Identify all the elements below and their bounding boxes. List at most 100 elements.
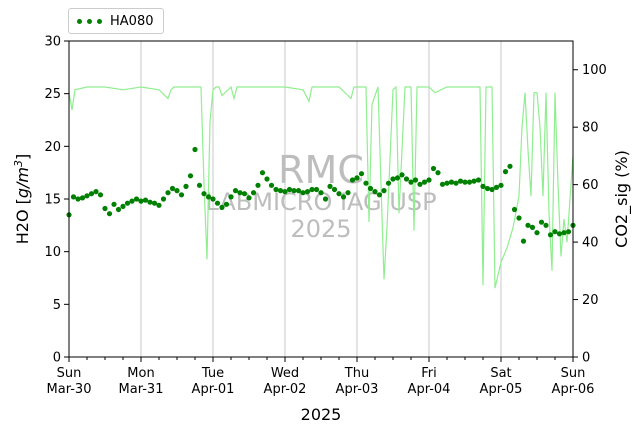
h2o-point bbox=[444, 180, 450, 186]
x-tick-day: Sat bbox=[490, 366, 511, 381]
y-left-tick-label: 25 bbox=[44, 87, 61, 102]
h2o-point bbox=[547, 232, 554, 238]
h2o-point bbox=[502, 169, 509, 175]
h2o-point bbox=[129, 198, 135, 204]
h2o-point bbox=[237, 190, 243, 196]
h2o-point bbox=[174, 188, 180, 194]
h2o-point bbox=[489, 186, 495, 193]
watermark-line-1: RMC bbox=[278, 148, 364, 192]
y-left-tick-label: 0 bbox=[53, 351, 61, 366]
y-left-axis: 0 5 10 15 20 25 30 bbox=[44, 35, 69, 366]
x-tick-day: Thu bbox=[344, 366, 369, 381]
h2o-point bbox=[205, 194, 212, 200]
h2o-point bbox=[183, 183, 189, 189]
x-tick-date: Apr-02 bbox=[264, 382, 307, 397]
h2o-point bbox=[273, 186, 279, 193]
h2o-point bbox=[340, 194, 347, 200]
x-tick-date: Apr-03 bbox=[336, 382, 379, 397]
y-right-tick-label: 60 bbox=[582, 178, 599, 193]
h2o-point bbox=[534, 230, 540, 236]
h2o-point bbox=[178, 192, 185, 198]
h2o-point bbox=[264, 176, 270, 182]
h2o-point bbox=[484, 185, 491, 192]
x-tick-label: Sun Mar-30 bbox=[47, 366, 92, 397]
h2o-point bbox=[349, 177, 356, 183]
y-right-tick-label: 80 bbox=[582, 121, 599, 136]
x-tick-date: Apr-04 bbox=[408, 382, 451, 397]
h2o-series bbox=[66, 146, 576, 244]
h2o-point bbox=[345, 190, 351, 196]
h2o-point bbox=[426, 177, 432, 183]
h2o-point bbox=[151, 200, 158, 206]
x-tick-label: Sun Apr-06 bbox=[552, 366, 595, 397]
watermark-line-3: 2025 bbox=[290, 215, 351, 243]
h2o-point bbox=[156, 202, 162, 208]
h2o-point bbox=[246, 195, 252, 201]
h2o-point bbox=[232, 188, 239, 194]
h2o-point bbox=[192, 146, 198, 153]
y-left-tick-label: 20 bbox=[44, 140, 61, 155]
h2o-point bbox=[169, 185, 176, 192]
h2o-point bbox=[327, 183, 333, 189]
h2o-point bbox=[385, 180, 392, 186]
h2o-point bbox=[295, 188, 302, 194]
h2o-point bbox=[543, 222, 549, 228]
h2o-point bbox=[561, 230, 567, 236]
h2o-point bbox=[381, 188, 387, 194]
h2o-point bbox=[147, 199, 153, 205]
y-left-tick-label: 5 bbox=[53, 298, 61, 313]
h2o-point bbox=[255, 182, 261, 188]
h2o-point bbox=[120, 203, 126, 209]
co2-series bbox=[68, 85, 574, 289]
h2o-point bbox=[417, 181, 423, 187]
h2o-point bbox=[133, 196, 140, 202]
h2o-point bbox=[97, 192, 104, 198]
y-right-tick-label: 100 bbox=[582, 63, 607, 78]
h2o-point bbox=[408, 179, 414, 185]
h2o-point bbox=[142, 197, 149, 203]
legend-marker-dots bbox=[77, 18, 102, 24]
h2o-point bbox=[70, 194, 77, 200]
x-tick-label: Wed Apr-02 bbox=[264, 366, 307, 397]
y-right-axis: 0 20 40 60 80 100 bbox=[573, 63, 607, 366]
h2o-point bbox=[511, 206, 518, 213]
h2o-point bbox=[214, 200, 221, 206]
h2o-point bbox=[376, 192, 383, 198]
h2o-point bbox=[124, 200, 131, 206]
x-tick-date: Mar-30 bbox=[47, 382, 92, 397]
h2o-point bbox=[372, 189, 378, 195]
x-tick-day: Sun bbox=[57, 366, 82, 381]
y-left-title-unit: g/m bbox=[13, 167, 32, 198]
h2o-point bbox=[322, 196, 329, 202]
y-right-axis-title: CO2_sig (%) bbox=[612, 150, 632, 248]
h2o-point bbox=[453, 180, 459, 186]
x-tick-date: Apr-06 bbox=[552, 382, 595, 397]
h2o-point bbox=[286, 186, 293, 193]
h2o-point bbox=[516, 215, 522, 221]
h2o-point bbox=[309, 186, 315, 193]
x-tick-label: Sat Apr-05 bbox=[480, 366, 523, 397]
legend: HA080 bbox=[68, 8, 165, 34]
y-left-tick-label: 30 bbox=[44, 35, 61, 50]
h2o-point bbox=[219, 204, 225, 210]
y-left-title-base: H2O [ bbox=[13, 198, 32, 244]
h2o-point bbox=[457, 178, 464, 184]
h2o-point bbox=[268, 182, 275, 188]
x-axis-title: 2025 bbox=[301, 405, 342, 424]
h2o-point bbox=[277, 188, 284, 194]
x-tick-day: Fri bbox=[421, 366, 437, 381]
co2-sig-line bbox=[68, 85, 574, 289]
y-right-tick-label: 40 bbox=[582, 236, 599, 251]
h2o-point bbox=[111, 201, 117, 207]
h2o-point bbox=[138, 198, 144, 204]
h2o-point bbox=[556, 231, 563, 237]
x-tick-day: Wed bbox=[271, 366, 299, 381]
h2o-point bbox=[471, 178, 477, 184]
h2o-point bbox=[196, 182, 203, 188]
h2o-point bbox=[84, 193, 90, 199]
h2o-point bbox=[259, 170, 266, 176]
h2o-point bbox=[529, 224, 536, 230]
h2o-point bbox=[250, 190, 257, 196]
y-left-tick-label: 10 bbox=[44, 245, 61, 260]
